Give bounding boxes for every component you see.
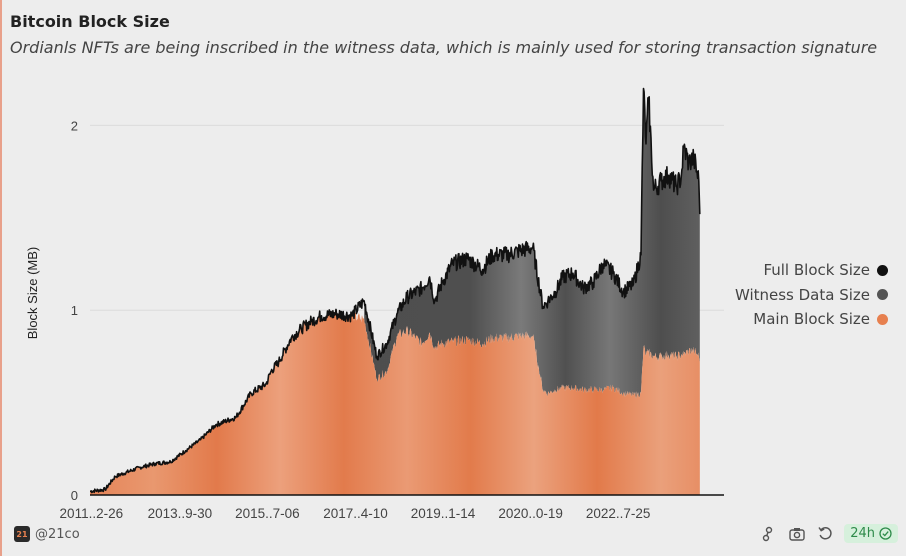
legend-label-witness-data-size: Witness Data Size bbox=[734, 285, 870, 304]
time-range-badge[interactable]: 24h bbox=[844, 524, 898, 543]
legend-label-main-block-size: Main Block Size bbox=[753, 310, 870, 329]
legend-item-full-block-size[interactable]: Full Block Size bbox=[735, 258, 888, 283]
x-tick-label: 2019..1-14 bbox=[411, 506, 476, 521]
refresh-icon[interactable] bbox=[816, 525, 834, 543]
camera-icon[interactable] bbox=[788, 525, 806, 543]
main-block-area bbox=[90, 309, 700, 495]
footer-brand[interactable]: 21 @21co bbox=[14, 526, 80, 542]
series-areas bbox=[89, 87, 701, 495]
x-tick-label: 2013..9-30 bbox=[148, 506, 213, 521]
full-block-size-line bbox=[89, 87, 701, 494]
legend-label-full-block-size: Full Block Size bbox=[763, 261, 870, 280]
legend-item-main-block-size[interactable]: Main Block Size bbox=[735, 307, 888, 332]
x-tick-label: 2017..4-10 bbox=[323, 506, 388, 521]
share-node-icon[interactable] bbox=[760, 525, 778, 543]
brand-handle: @21co bbox=[35, 526, 80, 542]
left-accent-border bbox=[0, 0, 2, 556]
legend-dot-main-block-size bbox=[877, 313, 888, 325]
x-tick-label: 2015..7-06 bbox=[235, 506, 300, 521]
y-tick-label: 1 bbox=[71, 303, 78, 318]
chart-title: Bitcoin Block Size bbox=[10, 12, 170, 31]
chart-legend: Full Block Size Witness Data Size Main B… bbox=[735, 258, 888, 332]
x-tick-label: 2022..7-25 bbox=[586, 506, 651, 521]
x-tick-label: 2020..0-19 bbox=[498, 506, 563, 521]
y-tick-label: 2 bbox=[71, 118, 78, 133]
x-tick-label: 2011..2-26 bbox=[60, 506, 124, 521]
legend-dot-full-block-size bbox=[877, 264, 888, 276]
legend-item-witness-data-size[interactable]: Witness Data Size bbox=[735, 283, 888, 308]
brand-logo-icon: 21 bbox=[14, 526, 30, 542]
y-tick-label: 0 bbox=[71, 488, 78, 503]
check-circle-icon bbox=[879, 527, 892, 540]
legend-dot-witness-data-size bbox=[877, 289, 888, 301]
y-axis-label: Block Size (MB) bbox=[25, 247, 40, 339]
footer-toolbar: 24h bbox=[760, 524, 898, 543]
badge-label: 24h bbox=[850, 526, 875, 541]
witness-data-area bbox=[364, 88, 700, 398]
axes: 0 1 2 2011..2-26 2013..9-30 2015..7-06 2017..4… bbox=[60, 118, 724, 521]
chart-subtitle: Ordianls NFTs are being inscribed in the… bbox=[10, 38, 878, 57]
